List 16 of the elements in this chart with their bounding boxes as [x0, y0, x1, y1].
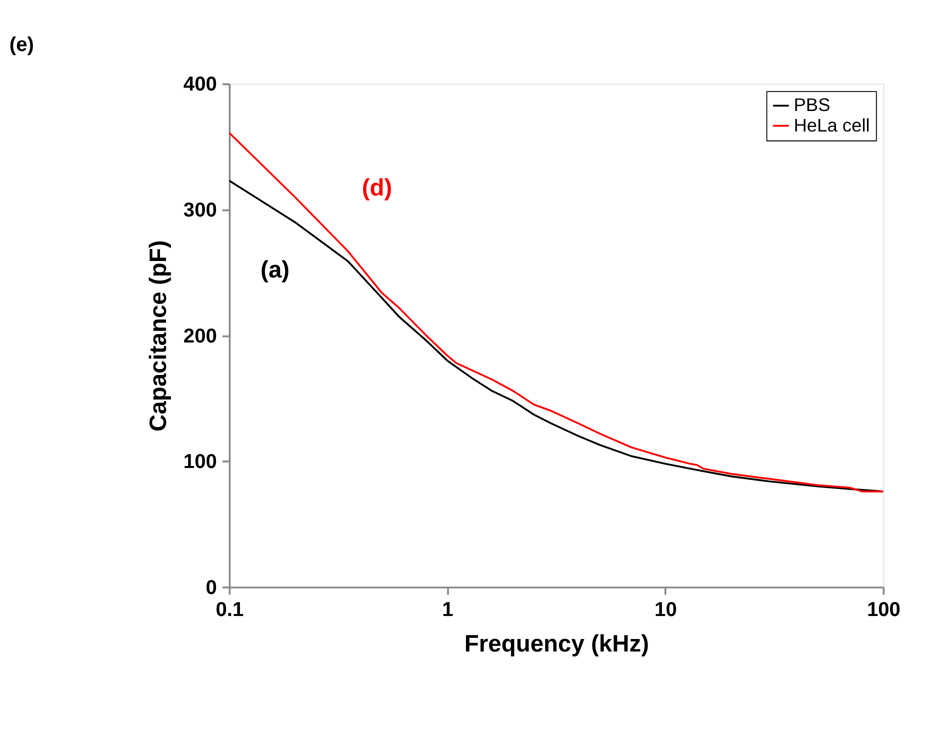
y-tick-label: 100	[183, 451, 217, 474]
y-axis-title: Capacitance (pF)	[146, 240, 172, 432]
annotation: (d)	[362, 175, 392, 202]
x-tick-label: 0.1	[216, 598, 244, 621]
x-tick-label: 100	[866, 598, 900, 621]
legend-label: PBS	[794, 94, 830, 116]
y-tick-label: 400	[183, 74, 217, 96]
x-axis-title: Frequency (kHz)	[464, 631, 650, 658]
y-tick-label: 200	[183, 325, 217, 348]
text: (e)	[9, 34, 34, 56]
legend-label: HeLa cell	[794, 114, 870, 136]
annotation: (a)	[260, 257, 290, 284]
y-tick-label: 0	[206, 576, 217, 599]
y-tick-label: 300	[183, 199, 217, 222]
x-tick-label: 10	[654, 598, 677, 621]
x-tick-label: 1	[442, 598, 454, 621]
